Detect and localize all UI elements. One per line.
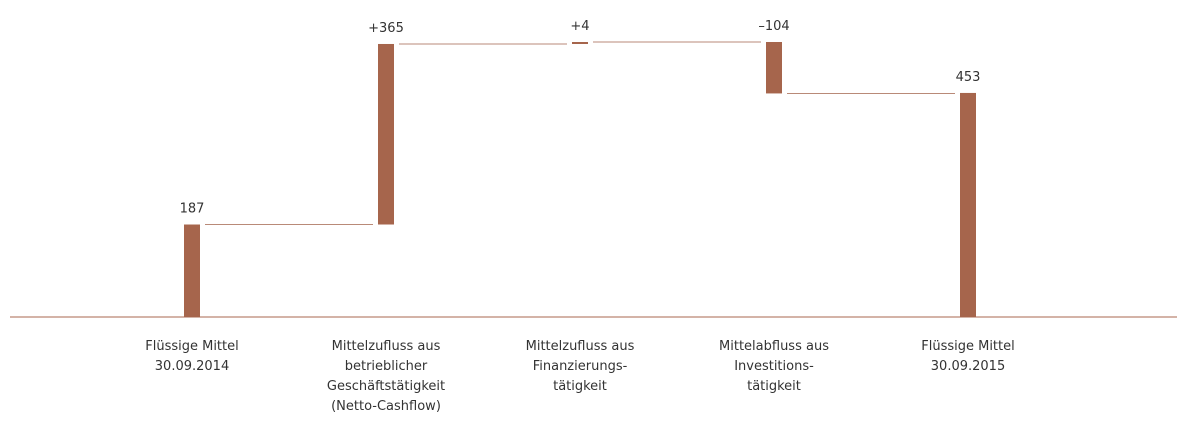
label-line: Investitions- — [734, 359, 814, 374]
x-tick-label: Flüssige Mittel 30.09.2015 — [921, 339, 1015, 374]
label-line: Finanzierungs- — [533, 359, 628, 374]
value-label: +365 — [368, 21, 404, 36]
label-line: 30.09.2015 — [931, 359, 1005, 374]
x-tick-label: Mittelzufluss aus betrieblicher Geschäftst… — [327, 339, 445, 414]
x-tick-label: Mittelabfluss aus Investitions-tätigkeit — [719, 339, 829, 394]
bar — [572, 42, 588, 44]
bar — [378, 43, 394, 225]
label-line: (Netto-Cashflow) — [331, 399, 441, 414]
label-line: Mittelzufluss aus — [526, 339, 635, 354]
value-label: 187 — [180, 202, 205, 217]
bar — [184, 224, 200, 317]
label-line: 30.09.2014 — [155, 359, 229, 374]
label-line: Mittelzufluss aus — [332, 339, 441, 354]
bar — [960, 92, 976, 317]
value-label: –104 — [758, 19, 789, 34]
value-label: 453 — [956, 70, 981, 85]
label-line: Flüssige Mittel — [145, 339, 239, 354]
label-line: tätigkeit — [747, 379, 801, 394]
label-line: Mittelabfluss aus — [719, 339, 829, 354]
x-tick-label: Mittelzufluss aus Finanzierungs-tätigkeit — [526, 339, 635, 394]
value-label: +4 — [570, 19, 589, 34]
x-tick-label: Flüssige Mittel 30.09.2014 — [145, 339, 239, 374]
label-line: tätigkeit — [553, 379, 607, 394]
label-line: Flüssige Mittel — [921, 339, 1015, 354]
label-line: Geschäftstätigkeit — [327, 379, 445, 394]
label-line: betrieblicher — [345, 359, 428, 374]
bar — [766, 42, 782, 94]
